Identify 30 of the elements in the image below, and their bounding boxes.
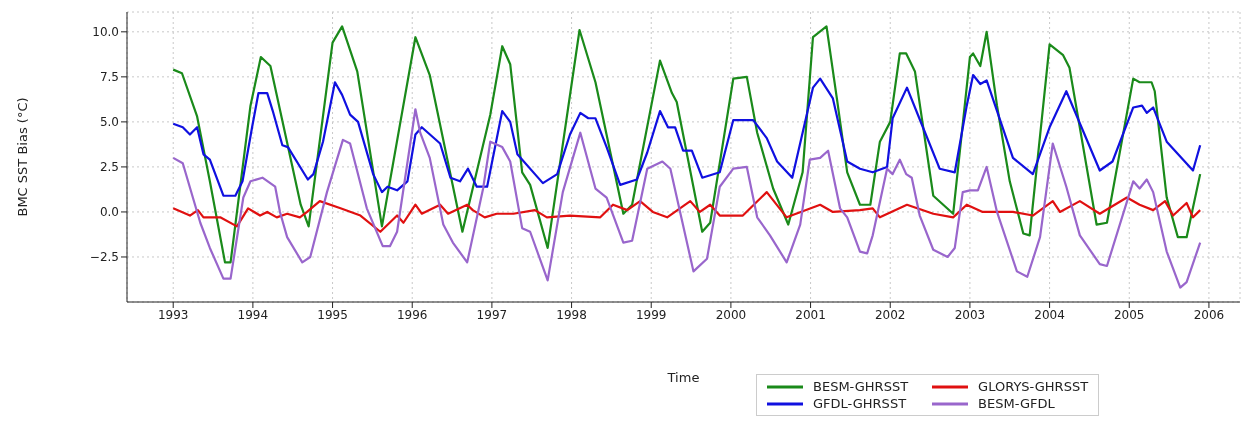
x-axis-title: Time bbox=[666, 370, 700, 385]
y-tick-label: −2.5 bbox=[89, 250, 119, 265]
x-tick-label: 1998 bbox=[556, 307, 587, 322]
y-tick-label: 10.0 bbox=[92, 25, 119, 40]
x-tick-label: 1997 bbox=[476, 307, 508, 322]
legend-label: BESM-GFDL bbox=[978, 396, 1055, 411]
x-tick-label: 2005 bbox=[1113, 307, 1145, 322]
x-tick-label: 2004 bbox=[1034, 307, 1065, 322]
x-tick-label: 2006 bbox=[1193, 307, 1225, 322]
x-tick-label: 2002 bbox=[874, 307, 906, 322]
x-tick-label: 1993 bbox=[157, 307, 189, 322]
x-tick-label: 1996 bbox=[396, 307, 428, 322]
line-series bbox=[172, 191, 1202, 233]
line-series bbox=[172, 73, 1202, 197]
x-tick-label: 2003 bbox=[954, 307, 986, 322]
x-tick-label: 1994 bbox=[237, 307, 269, 322]
y-tick-label: 2.5 bbox=[99, 160, 119, 175]
y-tick-label: 0.0 bbox=[99, 205, 119, 220]
x-tick-label: 2001 bbox=[795, 307, 826, 322]
y-axis-title: BMC SST Bias (°C) bbox=[14, 97, 30, 217]
x-tick-label: 1995 bbox=[317, 307, 348, 322]
legend-label: GFDL-GHRSST bbox=[813, 396, 907, 411]
x-tick-label: 2000 bbox=[715, 307, 747, 322]
line-series bbox=[172, 25, 1202, 264]
line-series bbox=[172, 108, 1202, 289]
y-tick-label: 7.5 bbox=[99, 70, 119, 85]
legend-label: BESM-GHRSST bbox=[813, 379, 909, 394]
legend-label: GLORYS-GHRSST bbox=[978, 379, 1089, 394]
y-tick-label: 5.0 bbox=[99, 115, 119, 130]
x-tick-label: 1999 bbox=[635, 307, 667, 322]
